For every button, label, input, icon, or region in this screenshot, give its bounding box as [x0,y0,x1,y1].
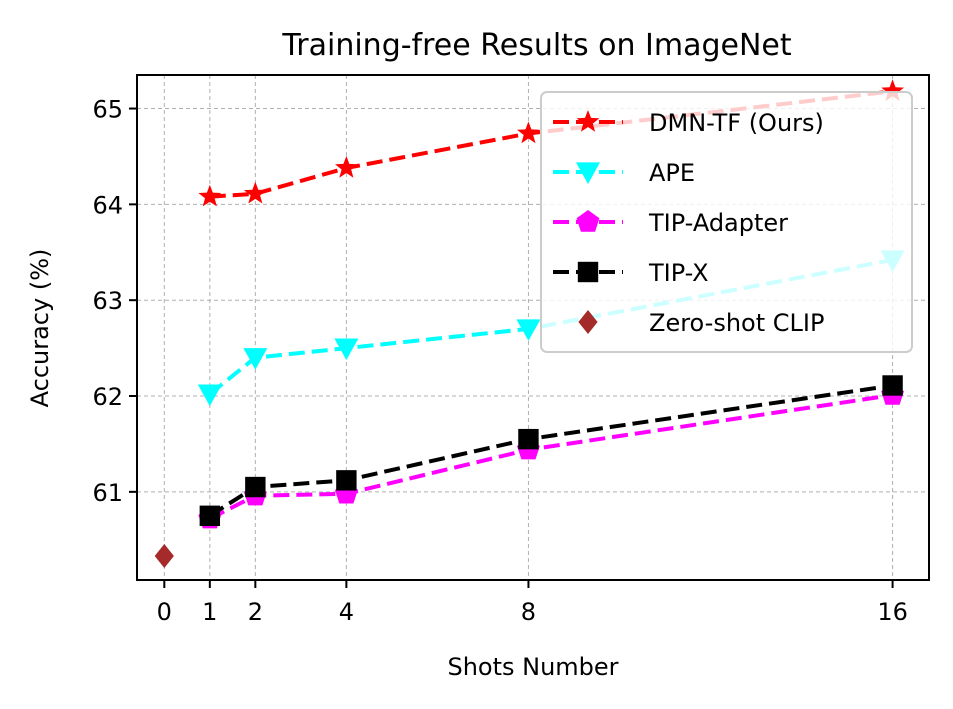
legend-item: DMN-TF (Ours) [553,109,824,137]
data-point [334,338,359,361]
x-axis-label: Shots Number [447,653,618,681]
y-tick-label: 61 [92,479,123,507]
plot-frame [136,74,930,581]
legend-label: Zero-shot CLIP [649,309,824,337]
data-point [335,156,358,178]
x-tick-label: 0 [157,598,172,626]
series-3 [199,375,903,526]
series-2 [198,383,904,529]
legend-label: TIP-Adapter [648,209,788,237]
x-tick-label: 2 [248,598,263,626]
data-point [198,184,222,207]
data-point [517,121,540,144]
axes: 0 1 2 4 8 16 61 62 63 64 65 [92,96,907,626]
y-axis-label: Accuracy (%) [26,249,54,408]
data-point [243,181,267,204]
data-point [154,544,174,569]
legend-label: APE [649,159,695,187]
data-point [882,375,903,396]
y-tick-label: 65 [92,96,123,124]
data-point [881,79,904,101]
data-point [518,428,539,450]
legend-marker [577,261,599,283]
legend-item: TIP-X [553,259,709,287]
data-point [336,470,357,491]
data-point [516,319,541,341]
chart-title: Training-free Results on ImageNet [281,28,792,63]
legend-marker [576,162,600,184]
data-point [199,505,221,526]
data-point [245,476,266,498]
y-tick-label: 62 [92,383,123,411]
x-tick-label: 1 [202,598,217,626]
legend-item: Zero-shot CLIP [578,309,824,337]
series-4 [154,544,174,569]
legend-marker [578,310,598,334]
data-point [243,348,268,370]
x-tick-label: 16 [877,598,908,626]
legend: DMN-TF (Ours) APE TIP-Adapter TIP-X Zero-sho… [540,91,913,353]
legend-marker [576,210,600,232]
x-tick-label: 8 [521,598,536,626]
legend-label: TIP-X [648,259,709,287]
x-tick-label: 4 [339,598,354,626]
y-tick-label: 63 [92,287,123,315]
legend-item: TIP-Adapter [553,209,788,237]
legend-box [540,91,913,353]
y-tick-label: 64 [92,191,123,219]
legend-marker [576,110,600,132]
data-point [197,384,222,407]
legend-label: DMN-TF (Ours) [649,109,824,137]
series-line [208,393,893,521]
legend-item: APE [553,159,695,187]
